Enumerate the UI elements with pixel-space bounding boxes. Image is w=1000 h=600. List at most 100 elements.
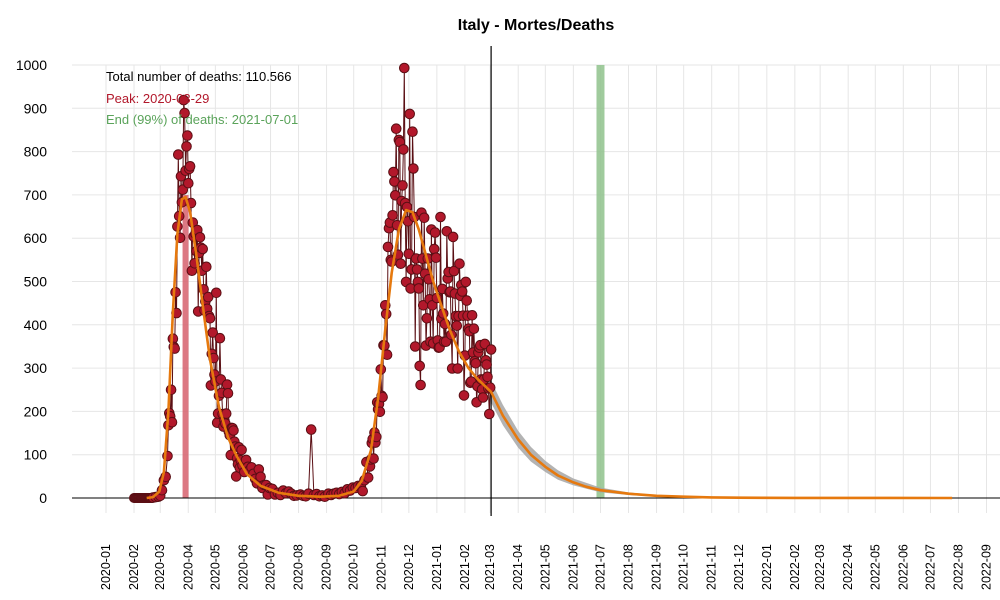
tick-labels: 0 100 200 300 400 500 600 700 800 900 1000 2020-01 2… (16, 57, 994, 590)
y-tick-label: 400 (24, 317, 48, 333)
data-point (454, 258, 465, 270)
x-tick-label: 2022-05 (868, 544, 882, 590)
data-point (173, 149, 184, 160)
data-point (398, 144, 409, 155)
x-tick-label: 2020-01 (99, 544, 113, 590)
data-point (201, 261, 212, 273)
x-tick-label: 2022-08 (951, 544, 965, 590)
data-point (395, 258, 407, 270)
data-point (230, 471, 242, 482)
data-point (403, 248, 415, 260)
x-tick-label: 2020-05 (208, 544, 222, 590)
data-point (184, 161, 196, 172)
data-point (418, 212, 430, 224)
data-point (440, 336, 452, 348)
y-tick-label: 200 (24, 403, 48, 419)
data-point (165, 384, 177, 396)
x-tick-label: 2021-08 (622, 544, 636, 590)
x-tick-label: 2022-03 (813, 544, 827, 590)
data-point (382, 241, 394, 253)
data-point (357, 485, 369, 497)
chart-title: Italy - Mortes/Deaths (458, 17, 615, 34)
peak-annotation: Peak: 2020-03-29 (106, 91, 209, 106)
x-tick-label: 2020-07 (264, 544, 278, 590)
data-point (404, 108, 416, 120)
fit-curve (146, 195, 953, 500)
data-point (421, 313, 433, 324)
data-point (387, 210, 398, 221)
x-tick-label: 2021-04 (511, 544, 525, 590)
y-tick-label: 1000 (16, 57, 47, 73)
data-point (204, 313, 216, 324)
data-point (388, 166, 399, 178)
y-tick-label: 900 (24, 100, 48, 116)
data-point (214, 332, 226, 344)
data-point (430, 252, 442, 264)
y-tick-label: 100 (24, 447, 48, 463)
y-tick-label: 700 (24, 187, 48, 203)
x-tick-label: 2020-08 (292, 544, 306, 590)
data-point (397, 180, 408, 191)
data-point (222, 387, 234, 399)
x-tick-label: 2021-01 (430, 544, 444, 590)
data-point (415, 379, 426, 391)
data-point (466, 310, 478, 321)
data-point (484, 408, 495, 420)
data-point (409, 341, 421, 352)
y-tick-label: 0 (39, 490, 47, 506)
x-tick-label: 2022-02 (788, 544, 802, 590)
end-annotation: End (99%) of deaths: 2021-07-01 (106, 112, 298, 127)
data-point (179, 107, 190, 119)
y-tick-label: 600 (24, 230, 48, 246)
data-point (207, 327, 218, 338)
fit-line (146, 195, 953, 500)
data-point (178, 94, 189, 106)
data-point (447, 231, 459, 243)
data-point (485, 344, 497, 355)
data-point (211, 287, 222, 299)
peak-band (182, 195, 189, 498)
x-tick-label: 2020-11 (375, 545, 389, 590)
x-tick-label: 2020-06 (236, 544, 250, 590)
data-point (305, 424, 317, 435)
data-point (399, 62, 410, 74)
data-point (411, 264, 423, 275)
x-tick-label: 2022-07 (923, 544, 937, 590)
data-point (414, 360, 426, 372)
x-tick-label: 2020-10 (347, 544, 361, 590)
x-tick-label: 2021-03 (483, 544, 497, 590)
end-band (596, 65, 605, 498)
observed-connector (152, 67, 492, 499)
data-point (458, 390, 470, 401)
x-tick-label: 2020-09 (320, 544, 334, 590)
data-point (477, 392, 489, 403)
data-point (435, 211, 446, 223)
x-tick-label: 2020-03 (153, 544, 167, 590)
x-tick-label: 2020-12 (402, 544, 416, 590)
data-point (481, 359, 492, 370)
data-point (461, 295, 473, 306)
data-point (413, 283, 425, 294)
data-point (401, 201, 413, 213)
x-tick-label: 2021-10 (677, 544, 691, 590)
data-point (197, 243, 208, 255)
data-point (407, 126, 418, 137)
stems (152, 67, 492, 499)
data-point (194, 232, 206, 243)
data-point (181, 141, 192, 152)
data-point (408, 163, 419, 174)
data-point (170, 287, 181, 298)
data-point (470, 358, 482, 369)
data-point (182, 130, 193, 141)
data-point (183, 177, 194, 189)
x-tick-label: 2021-06 (566, 544, 580, 590)
x-tick-label: 2022-01 (760, 544, 774, 590)
x-tick-label: 2021-02 (458, 544, 472, 590)
data-point (452, 363, 464, 374)
x-tick-label: 2022-09 (979, 544, 993, 590)
x-tick-label: 2021-12 (732, 544, 746, 590)
data-point (236, 444, 247, 456)
data-point (228, 425, 239, 436)
x-tick-label: 2021-05 (538, 544, 552, 590)
